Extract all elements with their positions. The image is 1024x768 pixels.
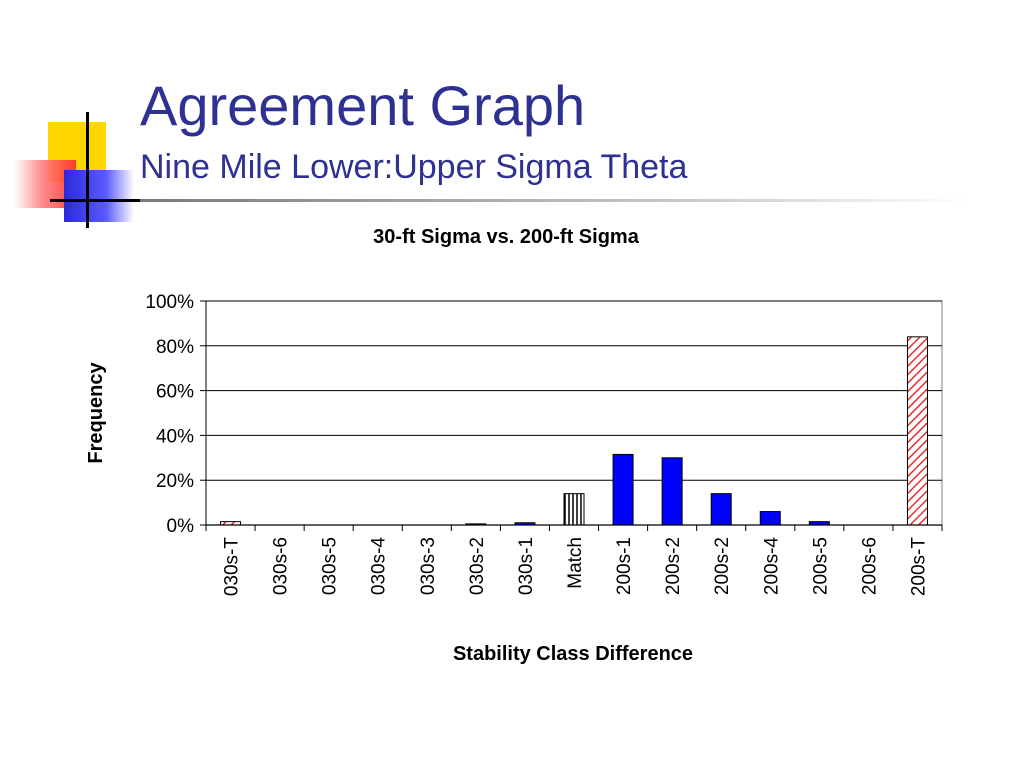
x-tick-label: 200s-4 <box>761 537 782 596</box>
bar <box>906 336 928 526</box>
x-tick-label: 200s-2 <box>663 537 684 595</box>
page-title: Agreement Graph <box>140 74 586 137</box>
x-tick-label: 200s-1 <box>614 537 635 595</box>
x-tick-label: 030s-6 <box>271 537 292 595</box>
y-tick-label: 40% <box>156 426 194 447</box>
chart-title: 30-ft Sigma vs. 200-ft Sigma <box>373 226 640 248</box>
deco-blue-square <box>64 170 134 222</box>
y-axis-label: Frequency <box>85 362 107 464</box>
x-tick-label: 030s-1 <box>516 537 537 595</box>
x-tick-label: 200s-6 <box>859 537 880 595</box>
x-tick-label: 200s-5 <box>810 537 831 595</box>
plot-area: 0% 20% 40% 60% 80% 100% 030s-T 030s-6 030s-5 030s… <box>145 292 943 597</box>
y-tick-label: 0% <box>167 516 195 537</box>
plot-border <box>205 300 943 526</box>
title-underline <box>140 199 970 202</box>
deco-vertical-line <box>86 112 89 228</box>
x-tick-label: 030s-3 <box>418 537 439 595</box>
x-tick-label: 030s-2 <box>467 537 488 595</box>
bar <box>759 511 781 526</box>
x-tick-label: 030s-4 <box>369 537 390 596</box>
y-tick-label: 100% <box>145 292 194 313</box>
x-tick-label: 030s-T <box>222 537 243 597</box>
bar <box>612 453 634 526</box>
y-tick-label: 60% <box>156 382 194 403</box>
page-subtitle: Nine Mile Lower:Upper Sigma Theta <box>140 148 688 186</box>
bar <box>710 493 732 526</box>
bar <box>563 493 585 526</box>
x-tick-label: 030s-5 <box>320 537 341 595</box>
x-axis-label: Stability Class Difference <box>453 643 693 665</box>
bar <box>661 457 683 526</box>
x-tick-label: 200s-2 <box>712 537 733 595</box>
x-tick-label: 200s-T <box>908 537 929 597</box>
y-tick-label: 20% <box>156 471 194 492</box>
x-tick-label: Match <box>565 537 586 589</box>
y-tick-label: 80% <box>156 337 194 358</box>
deco-horizontal-line <box>50 199 146 202</box>
